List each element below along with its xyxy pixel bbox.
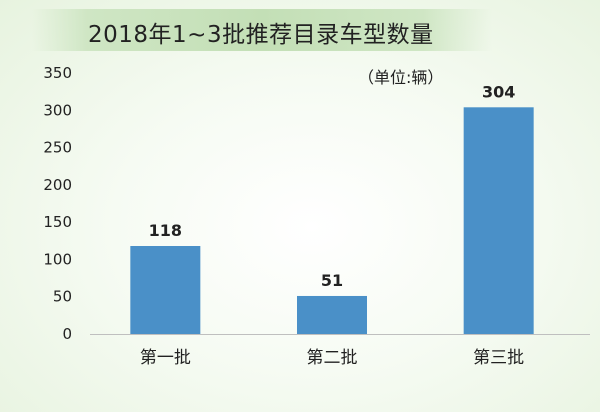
- y-tick-label: 250: [43, 139, 72, 157]
- chart-title: 2018年1~3批推荐目录车型数量: [88, 22, 434, 48]
- bars-group: [130, 107, 534, 334]
- data-label-1: 118: [149, 221, 182, 240]
- category-labels-group: 第一批 第二批 第三批: [140, 348, 524, 368]
- category-label-2: 第二批: [307, 348, 358, 368]
- bar-3: [463, 107, 534, 334]
- bar-1: [130, 246, 201, 334]
- category-label-3: 第三批: [473, 348, 524, 368]
- bar-2: [297, 295, 367, 334]
- y-axis-ticks: 0 50 100 150 200 250 300 350: [43, 64, 72, 343]
- y-tick-label: 300: [43, 101, 72, 119]
- y-tick-label: 200: [43, 176, 72, 194]
- y-tick-label: 350: [43, 64, 72, 82]
- unit-label: （单位:辆）: [358, 68, 444, 87]
- data-label-3: 304: [482, 82, 515, 101]
- y-tick-label: 100: [43, 250, 72, 268]
- y-tick-label: 50: [53, 288, 72, 306]
- category-label-1: 第一批: [140, 348, 191, 368]
- title-banner: [32, 9, 492, 51]
- data-label-2: 51: [321, 271, 343, 290]
- y-tick-label: 0: [62, 325, 72, 343]
- y-tick-label: 150: [43, 213, 72, 231]
- data-labels-group: 118 51 304: [149, 82, 516, 290]
